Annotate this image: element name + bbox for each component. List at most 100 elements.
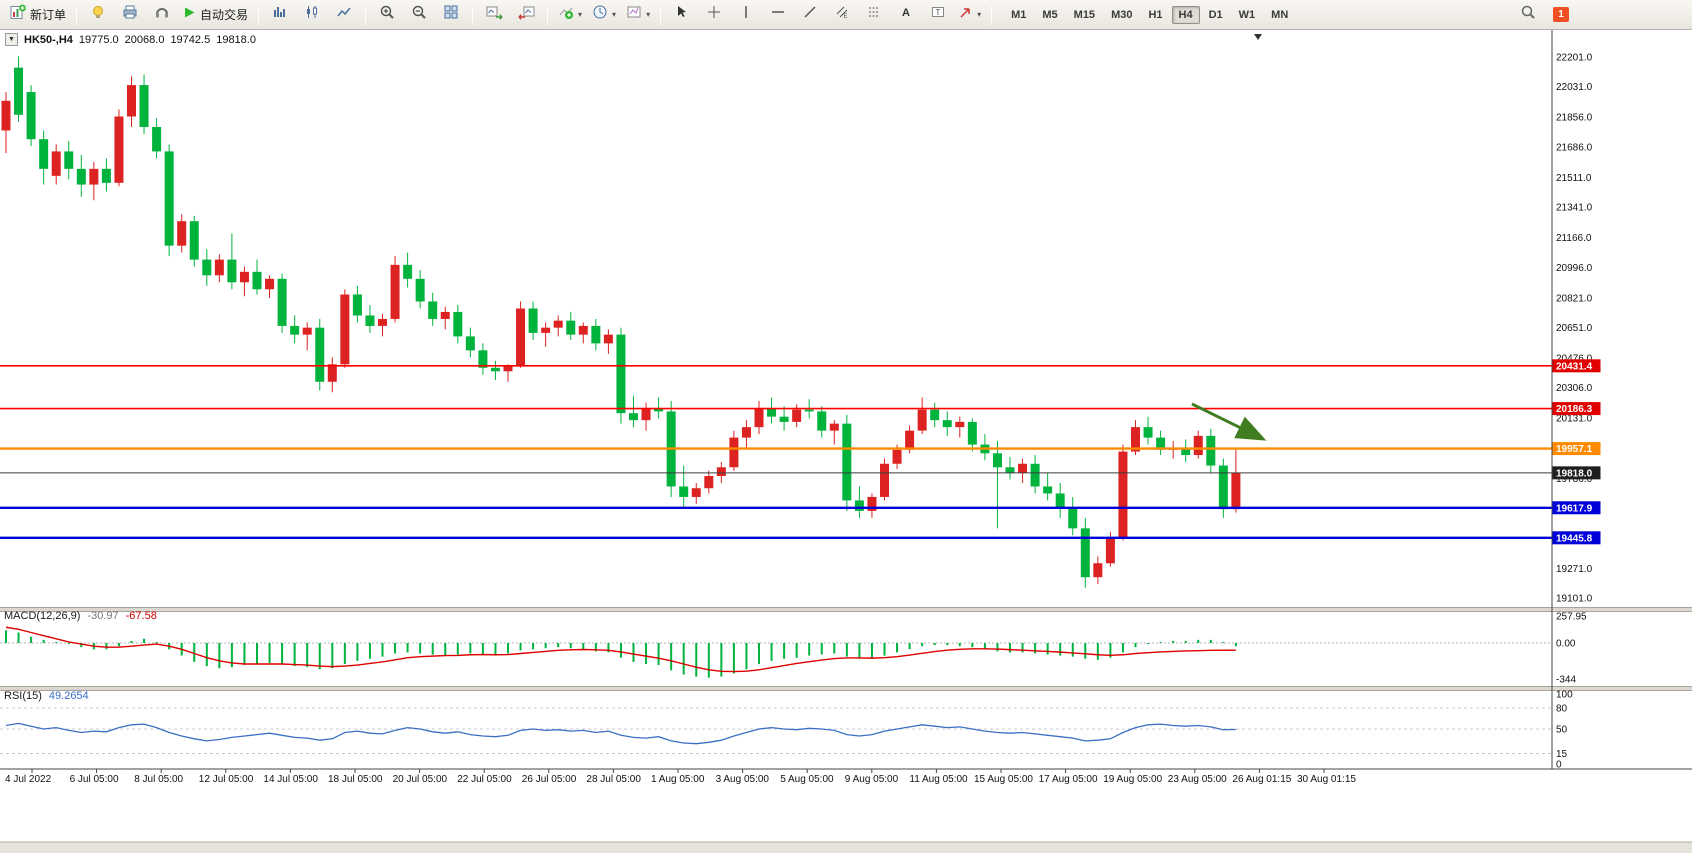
chart-shift-button[interactable] <box>511 3 541 27</box>
arrow-shape-icon <box>959 5 973 24</box>
candle <box>616 335 625 414</box>
chart-header: ▼ HK50-,H4 19775.0 20068.0 19742.5 19818… <box>5 33 256 46</box>
candle <box>39 139 48 169</box>
arrows-tool-button[interactable]: ▾ <box>955 3 985 27</box>
candle <box>2 101 11 131</box>
alerts-button[interactable] <box>83 3 113 27</box>
candle <box>579 326 588 335</box>
candle <box>140 85 149 127</box>
zoom-in-button[interactable] <box>372 3 402 27</box>
crosshair-tool-button[interactable] <box>699 3 729 27</box>
rsi-label: RSI(15) 49.2654 <box>4 690 89 702</box>
toolbar-separator <box>660 5 661 25</box>
candle <box>365 315 374 325</box>
printer-icon <box>122 4 138 25</box>
auto-scroll-button[interactable] <box>479 3 509 27</box>
candle <box>253 272 262 289</box>
candle <box>27 92 36 139</box>
timeframe-m15-button[interactable]: M15 <box>1067 6 1102 24</box>
timeframe-h4-button[interactable]: H4 <box>1172 6 1200 24</box>
vertical-line-icon <box>739 5 753 24</box>
fibonacci-tool-button[interactable] <box>859 3 889 27</box>
timeframe-w1-button[interactable]: W1 <box>1232 6 1263 24</box>
candle <box>830 424 839 431</box>
new-order-label: 新订单 <box>30 6 66 23</box>
price-axis-label: 20306.0 <box>1556 383 1593 394</box>
timeframe-h1-button[interactable]: H1 <box>1141 6 1169 24</box>
time-axis-label: 9 Aug 05:00 <box>845 774 899 785</box>
price-axis-label: 20131.0 <box>1556 414 1593 425</box>
vertical-line-tool-button[interactable] <box>731 3 761 27</box>
candle <box>378 319 387 326</box>
candle <box>152 127 161 151</box>
horizontal-line-tool-button[interactable] <box>763 3 793 27</box>
line-chart-button[interactable] <box>329 3 359 27</box>
timeframe-m1-button[interactable]: M1 <box>1004 6 1033 24</box>
price-axis-label: 20996.0 <box>1556 263 1593 274</box>
candle <box>202 260 211 276</box>
price-axis-label: 21341.0 <box>1556 203 1593 214</box>
timeframe-m30-button[interactable]: M30 <box>1104 6 1139 24</box>
new-order-button[interactable]: 新订单 <box>6 3 70 27</box>
periods-button[interactable]: ▾ <box>588 3 620 27</box>
time-axis-label: 8 Jul 05:00 <box>134 774 183 785</box>
price-axis-label: 19271.0 <box>1556 564 1593 575</box>
candle <box>1081 528 1090 577</box>
candle <box>591 326 600 343</box>
candle <box>792 410 801 422</box>
candle <box>629 413 638 420</box>
chart-close-value: 19818.0 <box>216 34 256 46</box>
zoom-out-button[interactable] <box>404 3 434 27</box>
indicators-button[interactable]: ▾ <box>554 3 586 27</box>
candle <box>1006 467 1015 472</box>
text-label-tool-button[interactable]: T <box>923 3 953 27</box>
dropdown-caret-icon: ▾ <box>646 11 650 19</box>
templates-button[interactable]: ▾ <box>622 3 654 27</box>
candle <box>215 260 224 276</box>
search-button[interactable] <box>1513 3 1543 27</box>
rsi-axis-label: 15 <box>1556 749 1568 760</box>
timeframe-m5-button[interactable]: M5 <box>1035 6 1064 24</box>
candle-chart-button[interactable] <box>297 3 327 27</box>
chart-shift-marker[interactable] <box>1254 34 1262 40</box>
channel-tool-button[interactable]: E <box>827 3 857 27</box>
support-button[interactable] <box>147 3 177 27</box>
bottom-scrollbar[interactable] <box>0 842 1692 853</box>
toolbar-separator <box>472 5 473 25</box>
candle <box>679 486 688 496</box>
collapse-chart-button[interactable]: ▼ <box>5 33 18 46</box>
time-axis-label: 26 Aug 01:15 <box>1232 774 1291 785</box>
candle <box>278 279 287 326</box>
candle <box>692 488 701 497</box>
toolbar-separator <box>547 5 548 25</box>
bar-chart-button[interactable] <box>265 3 295 27</box>
chart-canvas[interactable]: 257.950.00-344100805015022201.022031.021… <box>0 30 1692 853</box>
candle <box>604 335 613 344</box>
time-axis-label: 1 Aug 05:00 <box>651 774 705 785</box>
new-order-icon <box>10 4 26 25</box>
print-button[interactable] <box>115 3 145 27</box>
notification-badge[interactable]: 1 <box>1553 7 1569 22</box>
timeframe-d1-button[interactable]: D1 <box>1202 6 1230 24</box>
text-tool-button[interactable]: A <box>891 3 921 27</box>
timeframe-mn-button[interactable]: MN <box>1264 6 1295 24</box>
candle <box>817 411 826 430</box>
macd-main-value: -30.97 <box>87 610 118 622</box>
candle <box>541 328 550 333</box>
rsi-axis-label: 100 <box>1556 690 1573 701</box>
autotrade-button[interactable]: 自动交易 <box>179 3 252 27</box>
macd-axis-label: 0.00 <box>1556 639 1576 650</box>
candle <box>1018 464 1027 473</box>
autotrade-label: 自动交易 <box>200 6 248 23</box>
time-axis-label: 19 Aug 05:00 <box>1103 774 1162 785</box>
cursor-tool-button[interactable] <box>667 3 697 27</box>
candle <box>441 312 450 319</box>
candle <box>1144 427 1153 437</box>
time-axis-label: 17 Aug 05:00 <box>1039 774 1098 785</box>
candle <box>755 408 764 427</box>
candle <box>64 151 73 168</box>
tile-windows-button[interactable] <box>436 3 466 27</box>
candle <box>102 169 111 183</box>
trendline-tool-button[interactable] <box>795 3 825 27</box>
candle <box>642 408 651 420</box>
